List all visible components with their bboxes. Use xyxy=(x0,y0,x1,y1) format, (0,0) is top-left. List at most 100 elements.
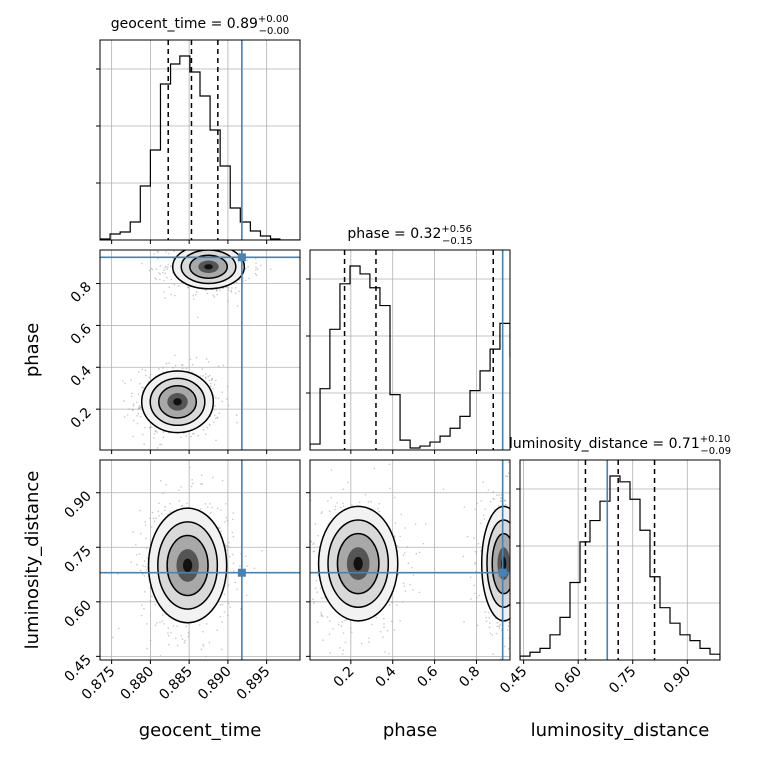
sample-point xyxy=(184,243,186,245)
sample-point xyxy=(370,500,372,503)
sample-point xyxy=(514,565,516,567)
y-tick-label: 0.4 xyxy=(68,363,95,390)
sample-point xyxy=(207,376,210,378)
sample-point xyxy=(217,526,220,529)
sample-point xyxy=(488,617,490,619)
sample-point xyxy=(342,488,345,490)
sample-point xyxy=(141,262,143,265)
sample-point xyxy=(197,243,199,245)
sample-point xyxy=(181,638,184,640)
sample-point xyxy=(225,516,228,519)
sample-point xyxy=(500,497,502,499)
sample-point xyxy=(149,639,152,642)
sample-point xyxy=(342,505,345,508)
truth-marker xyxy=(237,568,246,577)
sample-point xyxy=(132,403,135,406)
sample-point xyxy=(227,289,230,291)
sample-point xyxy=(442,488,445,491)
sample-point xyxy=(202,630,204,633)
sample-point xyxy=(215,289,218,292)
sample-point xyxy=(473,592,476,595)
sample-point xyxy=(245,594,248,597)
sample-point xyxy=(515,548,517,550)
sample-point xyxy=(91,392,93,394)
sample-point xyxy=(217,397,220,400)
sample-point xyxy=(216,629,219,632)
sample-point xyxy=(474,550,477,553)
sample-point xyxy=(212,387,214,390)
sample-point xyxy=(513,549,515,551)
sample-point xyxy=(215,244,217,246)
sample-point xyxy=(317,574,319,577)
sample-point xyxy=(169,511,172,513)
panel-frame xyxy=(99,459,301,661)
sample-point xyxy=(161,271,164,274)
sample-point xyxy=(221,391,223,394)
density-level-4 xyxy=(353,556,363,571)
sample-point xyxy=(234,286,237,289)
panel-frame xyxy=(519,459,721,661)
sample-point xyxy=(145,547,148,550)
sample-point xyxy=(382,636,384,639)
sample-point xyxy=(322,639,324,641)
sample-point xyxy=(139,415,142,418)
sample-point xyxy=(220,509,222,511)
hist-panel-geocent_time xyxy=(96,39,301,244)
sample-point xyxy=(173,283,176,286)
sample-point xyxy=(383,626,385,628)
x-tick-label: 0.75 xyxy=(606,664,639,697)
sample-point xyxy=(477,542,480,545)
sample-point xyxy=(219,248,221,250)
sample-point xyxy=(326,616,329,618)
sample-point xyxy=(199,508,202,510)
sample-point xyxy=(474,508,477,511)
sample-point xyxy=(395,604,398,606)
sample-point xyxy=(224,237,226,239)
sample-point xyxy=(208,641,211,644)
sample-point xyxy=(217,365,220,367)
sample-point xyxy=(513,578,515,580)
sample-point xyxy=(338,623,340,626)
sample-point xyxy=(515,565,517,567)
sample-point xyxy=(159,621,161,624)
sample-point xyxy=(255,266,257,269)
sample-point xyxy=(218,289,221,292)
sample-point xyxy=(516,574,518,576)
sample-point xyxy=(351,504,353,507)
sample-point xyxy=(315,579,318,582)
sample-point xyxy=(200,474,203,477)
sample-point xyxy=(246,565,248,567)
sample-point xyxy=(167,632,169,634)
sample-point xyxy=(126,414,129,416)
sample-point xyxy=(191,247,193,249)
sample-point xyxy=(303,591,305,593)
sample-point xyxy=(515,591,517,593)
sample-point xyxy=(222,364,225,367)
sample-point xyxy=(323,596,326,599)
sample-point xyxy=(190,243,192,245)
sample-point xyxy=(191,479,193,481)
sample-point xyxy=(517,567,519,569)
sample-point xyxy=(485,620,488,623)
sample-point xyxy=(202,645,205,647)
sample-point xyxy=(112,636,114,639)
sample-point xyxy=(514,573,516,575)
sample-point xyxy=(180,634,182,637)
sample-point xyxy=(511,599,513,601)
sample-point xyxy=(174,294,176,297)
sample-point xyxy=(535,588,537,590)
sample-point xyxy=(123,416,126,418)
sample-point xyxy=(227,545,230,548)
sample-point xyxy=(511,542,513,544)
sample-point xyxy=(504,504,507,506)
sample-point xyxy=(344,619,346,622)
sample-point xyxy=(168,286,171,289)
sample-point xyxy=(391,601,393,604)
sample-point xyxy=(312,602,315,604)
sample-point xyxy=(187,635,190,638)
sample-point xyxy=(476,624,479,627)
sample-point xyxy=(236,588,239,591)
sample-point xyxy=(231,531,234,534)
sample-point xyxy=(409,583,411,586)
sample-point xyxy=(351,631,353,633)
